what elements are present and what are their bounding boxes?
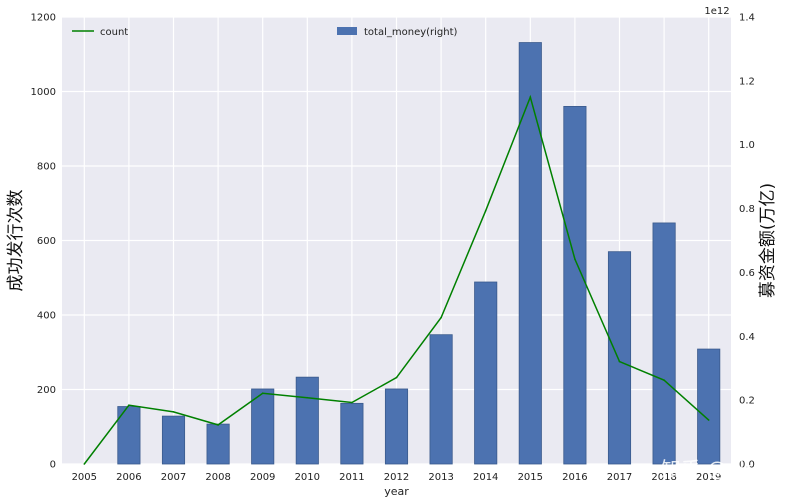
x-tick-label: 2016 [562, 472, 587, 483]
bar-2011 [340, 402, 364, 465]
bar-2015 [518, 42, 542, 465]
count-point-2005 [83, 463, 86, 465]
left-tick-label: 800 [37, 162, 56, 173]
right-tick-label: 0.2 [739, 396, 755, 407]
bar-2010 [295, 376, 319, 465]
bar-2019 [697, 348, 721, 465]
bar-2009 [251, 388, 275, 465]
x-tick-label: 2007 [161, 472, 186, 483]
count-point-2010 [306, 396, 309, 399]
left-tick-label: 1000 [31, 87, 56, 98]
right-axis-offset: 1e12 [704, 6, 729, 17]
left-tick-label: 200 [37, 385, 56, 396]
legend-bar-label: total_money(right) [364, 27, 458, 38]
count-point-2016 [574, 258, 576, 260]
count-point-2017 [618, 360, 621, 363]
count-point-2009 [261, 392, 264, 395]
x-tick-label: 2013 [428, 472, 453, 483]
count-point-2012 [395, 376, 398, 379]
x-axis-ticks: 2005 2006 2007 2008 2009 2010 2011 2012 2013 2014… [72, 472, 722, 483]
x-tick-label: 2015 [518, 472, 543, 483]
left-tick-label: 1200 [31, 13, 56, 24]
bar-2017 [607, 251, 632, 465]
count-point-2011 [351, 401, 353, 404]
x-tick-label: 2006 [116, 472, 141, 483]
x-tick-label: 2012 [384, 472, 409, 483]
right-tick-label: 1.2 [739, 76, 755, 87]
count-point-2008 [217, 424, 219, 426]
right-tick-label: 0.8 [739, 204, 755, 215]
x-axis-label: year [384, 485, 409, 498]
x-tick-label: 2010 [295, 472, 320, 483]
bar-2018 [652, 222, 676, 465]
left-tick-label: 600 [37, 236, 56, 247]
x-tick-label: 2014 [473, 472, 498, 483]
x-tick-label: 2017 [607, 472, 632, 483]
x-tick-label: 2009 [250, 472, 275, 483]
legend-bar: total_money(right) [337, 27, 458, 38]
bar-2013 [429, 334, 453, 465]
count-point-2014 [484, 209, 487, 212]
count-point-2015 [529, 96, 532, 98]
legend-bar-swatch [337, 27, 357, 35]
left-tick-label: 0 [50, 460, 56, 471]
bar-2006 [117, 406, 141, 465]
count-point-2007 [172, 411, 175, 413]
legend-line-label: count [100, 27, 128, 38]
count-point-2006 [128, 404, 130, 406]
bar-2007 [161, 415, 186, 465]
right-tick-label: 1.0 [739, 140, 755, 151]
x-tick-label: 2018 [651, 472, 676, 483]
bar-2014 [474, 281, 498, 465]
x-tick-label: 2005 [72, 472, 97, 483]
bar-2016 [563, 106, 587, 465]
left-axis-ticks: 0 200 400 600 800 1000 1200 [31, 13, 56, 471]
legend-line: count [72, 27, 128, 38]
watermark: 知乎 @vitu [661, 457, 765, 481]
line-series [83, 94, 710, 465]
right-tick-label: 0.4 [739, 332, 755, 343]
x-tick-label: 2011 [339, 472, 364, 483]
left-tick-label: 400 [37, 311, 56, 322]
bar-2008 [206, 423, 230, 465]
right-tick-label: 0.0 [739, 460, 755, 471]
right-axis-label: 募资金额(万亿) [758, 183, 778, 298]
left-axis-label: 成功发行次数 [6, 190, 26, 292]
bar-2012 [384, 388, 409, 465]
right-tick-label: 0.6 [739, 268, 755, 279]
right-axis-ticks: 0.0 0.2 0.4 0.6 0.8 1.0 1.2 1.4 [739, 13, 755, 471]
x-tick-label: 2019 [696, 472, 721, 483]
right-tick-label: 1.4 [739, 13, 755, 24]
count-point-2013 [440, 316, 442, 319]
count-point-2019 [707, 419, 710, 421]
x-tick-label: 2008 [205, 472, 230, 483]
count-point-2018 [663, 379, 665, 381]
